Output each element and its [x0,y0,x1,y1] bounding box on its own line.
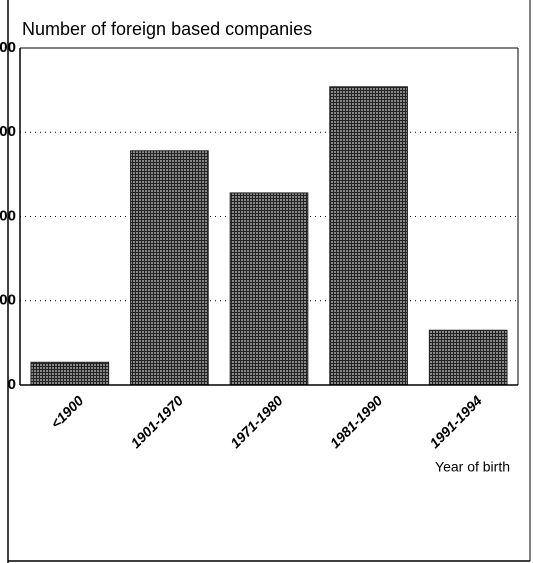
x-tick-label: 1971-1980 [227,392,286,451]
bar [130,150,209,386]
y-tick-label: 400 [0,39,16,56]
y-tick-label: 100 [0,292,16,309]
chart-title: Number of foreign based companies [22,19,312,39]
y-tick-label: 200 [0,207,16,224]
x-axis-label: Year of birth [435,459,510,475]
bar [329,86,408,386]
x-tick-label: 1991-1994 [426,392,485,451]
x-tick-label: 1901-1970 [127,392,186,451]
x-tick-label: 1981-1990 [327,392,386,451]
y-tick-label: 0 [8,376,16,393]
bar [229,192,309,386]
bar [30,361,110,386]
bar [428,329,508,386]
x-tick-label: <1900 [47,392,86,431]
y-tick-label: 300 [0,123,16,140]
